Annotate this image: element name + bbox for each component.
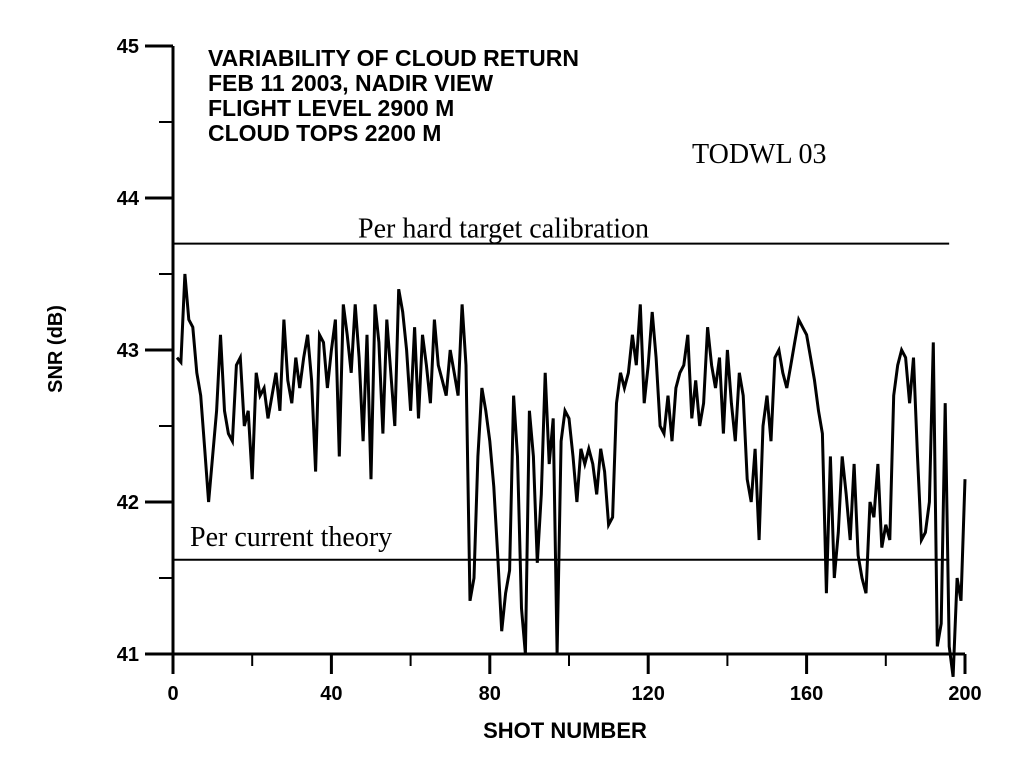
todwl-label: TODWL 03 <box>692 139 827 170</box>
y-axis-label: SNR (dB) <box>45 305 67 393</box>
series-group <box>175 273 967 677</box>
y-tick-label: 44 <box>117 188 140 210</box>
x-tick-label: 120 <box>632 683 665 705</box>
title-line: CLOUD TOPS 2200 M <box>208 120 441 146</box>
y-axis-ticks: 41 42 43 44 45 <box>117 36 173 666</box>
y-tick-label: 43 <box>117 340 139 362</box>
y-tick-label: 41 <box>117 644 139 666</box>
snr-series-line <box>175 273 967 677</box>
y-tick-label: 45 <box>117 36 139 58</box>
x-axis-label: SHOT NUMBER <box>483 718 647 743</box>
title-line: VARIABILITY OF CLOUD RETURN <box>208 45 579 71</box>
x-tick-label: 0 <box>167 683 178 705</box>
x-tick-label: 160 <box>790 683 823 705</box>
y-tick-label: 42 <box>117 492 139 514</box>
x-tick-label: 80 <box>479 683 501 705</box>
x-tick-label: 200 <box>948 683 981 705</box>
reference-line-label: Per hard target calibration <box>358 214 649 245</box>
x-tick-label: 40 <box>320 683 342 705</box>
title-line: FLIGHT LEVEL 2900 M <box>208 95 454 121</box>
reference-lines: Per hard target calibration Per current t… <box>173 214 950 561</box>
reference-line-label: Per current theory <box>190 522 392 553</box>
title-line: FEB 11 2003, NADIR VIEW <box>208 70 493 96</box>
x-axis-ticks: 0 40 80 120 160 200 <box>167 654 982 705</box>
